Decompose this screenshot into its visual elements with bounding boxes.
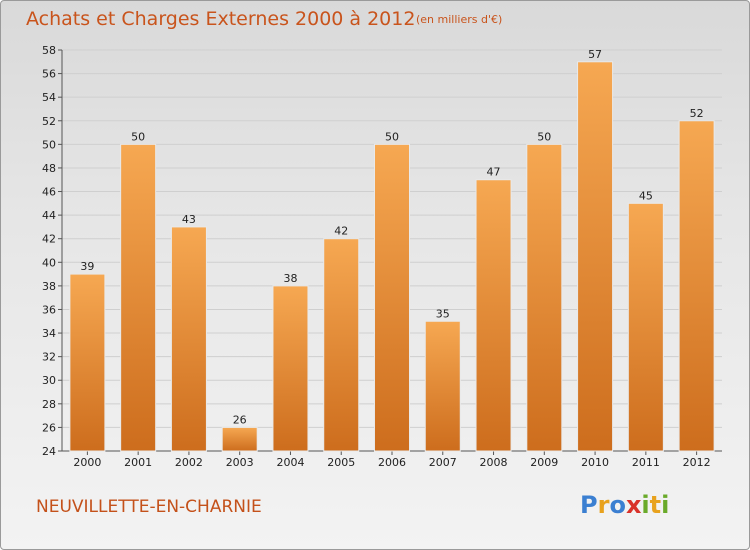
bar [424, 320, 461, 452]
y-tick-label: 44 [42, 209, 56, 222]
bar [678, 120, 715, 452]
y-tick-label: 30 [42, 374, 56, 387]
x-tick-label: 2012 [683, 456, 711, 469]
x-tick-label: 2003 [226, 456, 254, 469]
y-tick-label: 34 [42, 327, 56, 340]
data-label: 52 [690, 107, 704, 120]
commune-name: NEUVILLETTE-EN-CHARNIE [36, 497, 262, 517]
chart-title: Achats et Charges Externes 2000 à 2012 [26, 8, 416, 30]
data-label: 26 [233, 413, 247, 426]
logo-letter: P [580, 491, 598, 519]
y-tick-label: 26 [42, 421, 56, 434]
y-tick-label: 56 [42, 68, 56, 81]
data-label: 47 [487, 166, 501, 179]
axes: 24 26 28 30 32 34 36 38 40 42 44 46 48 50 52 54 56 58 2000… [42, 44, 722, 469]
x-tick-label: 2000 [73, 456, 101, 469]
y-tick-label: 54 [42, 91, 56, 104]
bar [323, 238, 360, 452]
logo-letter: t [649, 491, 662, 519]
logo-letter: r [597, 491, 610, 519]
x-tick-label: 2007 [429, 456, 457, 469]
x-tick-label: 2006 [378, 456, 406, 469]
bar [374, 143, 410, 452]
x-tick-label: 2001 [124, 456, 152, 469]
bar [272, 285, 309, 452]
y-tick-label: 40 [42, 256, 56, 269]
bar [69, 273, 106, 452]
y-tick-label: 50 [42, 138, 56, 151]
bar [475, 179, 512, 452]
data-label: 39 [80, 260, 94, 273]
data-label: 45 [639, 189, 653, 202]
data-label: 43 [182, 213, 196, 226]
bar [120, 143, 157, 452]
y-tick-label: 52 [42, 115, 56, 128]
y-tick-label: 36 [42, 303, 56, 316]
y-tick-label: 42 [42, 233, 56, 246]
data-label: 50 [537, 130, 551, 143]
logo-letter: o [609, 491, 626, 519]
bar [221, 426, 258, 452]
labels: 39 50 43 26 38 42 50 35 47 50 57 45 52 [80, 48, 703, 427]
data-label: 50 [385, 130, 399, 143]
x-tick-label: 2011 [632, 456, 660, 469]
x-tick-label: 2002 [175, 456, 203, 469]
y-tick-label: 32 [42, 351, 56, 364]
y-tick-label: 24 [42, 445, 56, 458]
x-tick-label: 2004 [276, 456, 304, 469]
data-label: 42 [334, 225, 348, 238]
bar [627, 202, 664, 452]
logo-letter: x [625, 491, 642, 519]
chart-subtitle: (en milliers d'€) [416, 13, 503, 26]
y-tick-label: 38 [42, 280, 56, 293]
y-tick-label: 58 [42, 44, 56, 57]
bar [170, 226, 207, 452]
x-tick-label: 2010 [581, 456, 609, 469]
data-label: 35 [436, 307, 450, 320]
bar [577, 61, 614, 452]
bar [526, 143, 563, 452]
data-label: 38 [283, 272, 297, 285]
proxiti-logo: Proxiti [580, 491, 669, 519]
logo-letter: i [661, 491, 670, 519]
data-label: 50 [131, 130, 145, 143]
x-tick-label: 2005 [327, 456, 355, 469]
y-tick-label: 48 [42, 162, 56, 175]
y-tick-label: 46 [42, 186, 56, 199]
x-tick-label: 2009 [530, 456, 558, 469]
data-label: 57 [588, 48, 602, 61]
logo-letter: i [641, 491, 650, 519]
x-tick-label: 2008 [480, 456, 508, 469]
bars [69, 61, 715, 452]
y-tick-label: 28 [42, 398, 56, 411]
